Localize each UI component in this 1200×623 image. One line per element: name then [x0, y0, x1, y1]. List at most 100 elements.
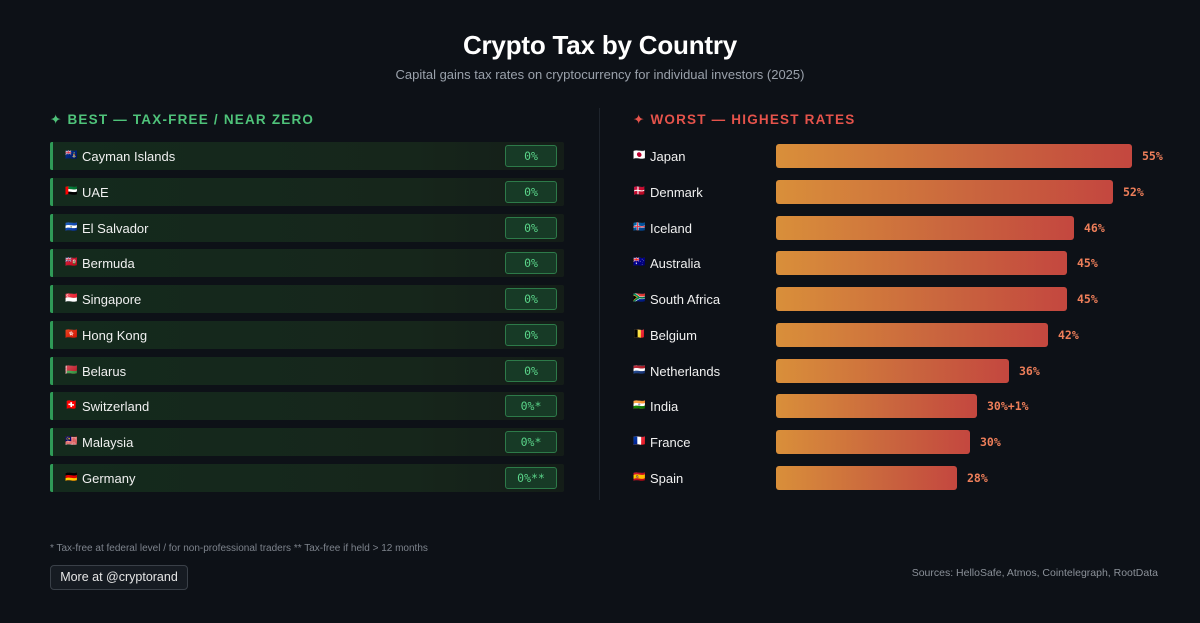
- flag-icon: 🇭🇰: [65, 328, 78, 340]
- country-name: Belarus: [82, 363, 127, 379]
- country-name: Japan: [650, 149, 686, 164]
- flag-icon: 🇰🇾: [65, 150, 78, 161]
- country-name: India: [650, 399, 679, 415]
- rate-badge: 0%: [505, 323, 557, 346]
- country-name: France: [650, 435, 691, 450]
- best-row: 🇭🇰 Hong Kong 0%: [50, 320, 564, 349]
- best-heading: ✦ BEST — TAX-FREE / NEAR ZERO: [50, 112, 315, 127]
- best-row: 🇸🇻 El Salvador 0%: [50, 213, 564, 242]
- country-name: Malaysia: [82, 435, 134, 450]
- bar-value-label: 46%: [1084, 220, 1105, 235]
- country-name: Denmark: [650, 184, 703, 200]
- panel-divider: [599, 108, 600, 500]
- worst-bar-chart: 🇯🇵 Japan 55% 🇩🇰 Denmark 52% 🇮🇸 Iceland 46% 🇦🇺 Aust…: [633, 142, 1173, 500]
- flag-icon: 🇨🇭: [65, 400, 78, 412]
- bar: [776, 287, 1067, 311]
- rate-badge: 0%*: [505, 395, 557, 418]
- bar: [776, 322, 1048, 347]
- country-name: Cayman Islands: [82, 149, 176, 164]
- bar-row: 🇩🇰 Denmark 52%: [633, 178, 1173, 206]
- flag-icon: 🇦🇺: [633, 257, 646, 269]
- country-name: South Africa: [650, 292, 721, 307]
- best-row: 🇩🇪 Germany 0%**: [50, 463, 564, 492]
- rate-badge: 0%: [505, 359, 557, 382]
- bar: [776, 179, 1113, 204]
- rate-badge: 0%: [505, 145, 557, 167]
- flag-icon: 🇳🇱: [633, 364, 646, 376]
- flag-icon: 🇸🇻: [65, 221, 78, 233]
- flag-icon: 🇪🇸: [633, 471, 646, 483]
- flag-icon: 🇮🇳: [633, 400, 646, 412]
- bar-value-label: 28%: [967, 470, 988, 485]
- chart-subtitle: Capital gains tax rates on cryptocurrenc…: [395, 67, 805, 82]
- best-row: 🇧🇲 Bermuda 0%: [50, 249, 564, 278]
- bar-value-label: 36%: [1019, 363, 1040, 378]
- more-at-cryptorand-button[interactable]: More at @cryptorand: [50, 565, 188, 590]
- country-name: Australia: [650, 256, 701, 272]
- country-name: Germany: [82, 470, 136, 486]
- rate-badge: 0%: [505, 216, 557, 239]
- flag-icon: 🇩🇰: [633, 185, 646, 197]
- bar-value-label: 52%: [1123, 184, 1144, 199]
- bar-row: 🇿🇦 South Africa 45%: [633, 285, 1173, 313]
- bar: [776, 430, 970, 454]
- country-name: Netherlands: [650, 363, 721, 379]
- best-row: 🇸🇬 Singapore 0%: [50, 285, 564, 313]
- bar-row: 🇪🇸 Spain 28%: [633, 464, 1173, 492]
- bar-row: 🇮🇸 Iceland 46%: [633, 214, 1173, 242]
- bar-value-label: 30%: [980, 435, 1001, 449]
- flag-icon: 🇲🇾: [65, 436, 78, 447]
- flag-icon: 🇧🇲: [65, 257, 78, 269]
- flag-icon: 🇸🇬: [65, 293, 78, 304]
- country-name: Bermuda: [82, 256, 135, 272]
- bar-row: 🇳🇱 Netherlands 36%: [633, 357, 1173, 385]
- flag-icon: 🇦🇪: [65, 185, 78, 197]
- country-name: El Salvador: [82, 220, 149, 236]
- bar-row: 🇮🇳 India 30%+1%: [633, 392, 1173, 420]
- best-row: 🇧🇾 Belarus 0%: [50, 356, 564, 385]
- chart-title: Crypto Tax by Country: [462, 30, 738, 60]
- bar-value-label: 45%: [1077, 292, 1098, 306]
- country-name: Iceland: [650, 220, 692, 236]
- country-name: Singapore: [82, 292, 142, 307]
- rate-badge: 0%: [505, 252, 557, 275]
- flag-icon: 🇮🇸: [633, 221, 646, 233]
- bar-value-label: 55%: [1142, 149, 1163, 163]
- best-row: 🇰🇾 Cayman Islands 0%: [50, 142, 564, 170]
- rate-badge: 0%: [505, 288, 557, 310]
- flag-icon: 🇧🇾: [65, 364, 78, 376]
- best-row: 🇦🇪 UAE 0%: [50, 177, 564, 206]
- bar-value-label: 42%: [1058, 327, 1079, 342]
- bar: [776, 144, 1132, 168]
- worst-heading: ✦ WORST — HIGHEST RATES: [633, 112, 856, 127]
- country-name: Switzerland: [82, 399, 150, 415]
- bar: [776, 215, 1074, 240]
- flag-icon: 🇯🇵: [633, 150, 646, 161]
- rate-badge: 0%: [505, 180, 557, 203]
- bar-value-label: 45%: [1077, 256, 1098, 271]
- flag-icon: 🇧🇪: [633, 328, 646, 340]
- footnote: * Tax-free at federal level / for non-pr…: [50, 543, 428, 554]
- bar-row: 🇦🇺 Australia 45%: [633, 249, 1173, 277]
- country-name: UAE: [82, 184, 109, 200]
- country-name: Hong Kong: [82, 327, 148, 343]
- rate-badge: 0%**: [505, 466, 557, 489]
- rate-badge: 0%*: [505, 431, 557, 453]
- country-name: Spain: [650, 470, 684, 486]
- bar-row: 🇫🇷 France 30%: [633, 428, 1173, 456]
- best-country-list: 🇰🇾 Cayman Islands 0% 🇦🇪 UAE 0% 🇸🇻 El Salvador 0%…: [50, 142, 564, 500]
- flag-icon: 🇩🇪: [65, 471, 78, 483]
- bar: [776, 251, 1067, 276]
- bar-row: 🇯🇵 Japan 55%: [633, 142, 1173, 170]
- bar-row: 🇧🇪 Belgium 42%: [633, 321, 1173, 349]
- bar: [776, 465, 957, 490]
- best-row: 🇨🇭 Switzerland 0%*: [50, 392, 564, 421]
- flag-icon: 🇫🇷: [633, 436, 646, 447]
- bar: [776, 394, 977, 419]
- bar: [776, 358, 1009, 383]
- flag-icon: 🇿🇦: [633, 293, 646, 304]
- best-row: 🇲🇾 Malaysia 0%*: [50, 428, 564, 456]
- country-name: Belgium: [650, 327, 697, 343]
- sources-note: Sources: HelloSafe, Atmos, Cointelegraph…: [911, 567, 1158, 579]
- bar-value-label: 30%+1%: [987, 399, 1029, 414]
